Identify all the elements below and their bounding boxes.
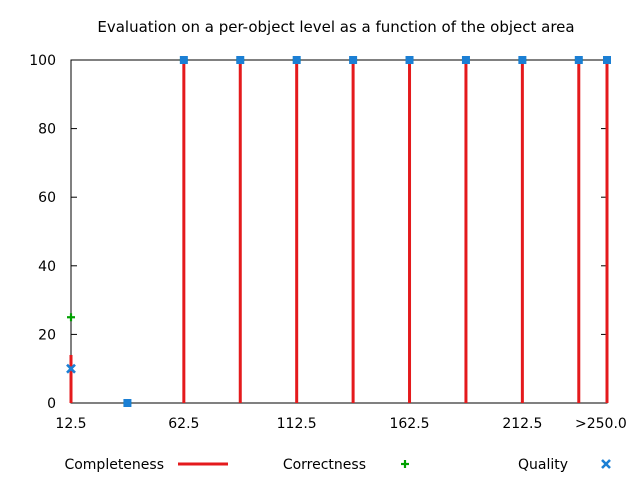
- legend-label: Quality: [518, 457, 568, 473]
- y-axis: 0 20 40 60 80 100: [29, 53, 607, 412]
- quality-point: [236, 56, 245, 64]
- quality-point: [518, 56, 527, 64]
- y-tick-label: 20: [38, 327, 56, 343]
- plot-frame: [70, 59, 608, 404]
- legend: Completeness Correctness Quality: [64, 457, 611, 473]
- legend-label: Completeness: [64, 457, 164, 473]
- x-axis: 12.5 62.5 112.5 162.5 212.5 >250.0: [55, 60, 627, 432]
- quality-point: [292, 56, 301, 64]
- chart-marks: [66, 56, 611, 407]
- legend-cross-swatch: [601, 459, 611, 469]
- quality-point: [574, 56, 583, 64]
- x-tick-label: 212.5: [502, 416, 542, 432]
- correctness-point: [67, 313, 75, 322]
- legend-plus-swatch: [401, 460, 409, 468]
- x-tick-label: >250.0: [575, 416, 627, 432]
- y-tick-label: 100: [29, 53, 56, 69]
- quality-point: [349, 56, 358, 64]
- x-tick-label: 12.5: [55, 416, 86, 432]
- x-tick-label: 162.5: [389, 416, 429, 432]
- quality-point: [123, 399, 132, 407]
- x-tick-label: 62.5: [168, 416, 199, 432]
- quality-point: [66, 363, 76, 374]
- y-tick-label: 60: [38, 190, 56, 206]
- quality-point: [603, 56, 611, 64]
- quality-point: [179, 56, 188, 64]
- chart-title: Evaluation on a per-object level as a fu…: [97, 18, 574, 36]
- x-tick-label: 112.5: [277, 416, 317, 432]
- y-tick-label: 80: [38, 122, 56, 138]
- y-tick-label: 0: [47, 396, 56, 412]
- quality-point: [461, 56, 470, 64]
- legend-label: Correctness: [283, 457, 366, 473]
- quality-point: [405, 56, 414, 64]
- y-tick-label: 40: [38, 259, 56, 275]
